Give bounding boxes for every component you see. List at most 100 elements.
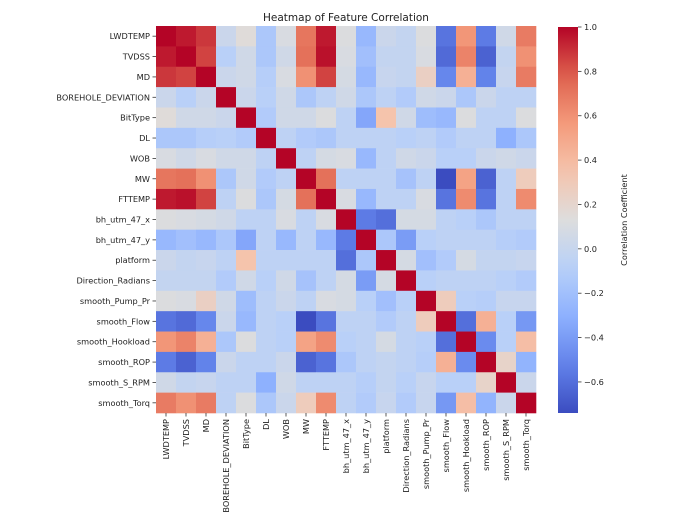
heatmap-cell bbox=[236, 209, 257, 230]
heatmap-cell bbox=[496, 290, 517, 312]
heatmap-cell bbox=[296, 107, 317, 129]
heatmap-cell bbox=[496, 392, 517, 414]
heatmap-cell bbox=[496, 26, 517, 47]
heatmap-cell bbox=[336, 250, 357, 271]
heatmap-cell bbox=[516, 209, 537, 230]
heatmap-cell bbox=[296, 46, 317, 68]
heatmap-cell bbox=[336, 290, 357, 312]
heatmap-cell bbox=[276, 250, 297, 271]
heatmap-cell bbox=[316, 127, 337, 149]
heatmap-cell bbox=[196, 229, 217, 251]
heatmap-cell bbox=[436, 250, 457, 271]
heatmap-cell bbox=[156, 148, 177, 169]
heatmap-cell bbox=[256, 66, 277, 88]
heatmap-cell bbox=[336, 311, 357, 332]
colorbar-tick-label: −0.6 bbox=[584, 377, 604, 387]
heatmap-cell bbox=[236, 148, 257, 169]
heatmap-cell bbox=[476, 188, 497, 210]
heatmap-cell bbox=[416, 66, 437, 88]
heatmap-cell bbox=[416, 331, 437, 353]
x-tick-label: platform bbox=[381, 419, 391, 454]
heatmap-cell bbox=[196, 290, 217, 312]
heatmap-cell bbox=[236, 127, 257, 149]
heatmap-cell bbox=[256, 87, 277, 108]
chart-title: Heatmap of Feature Correlation bbox=[263, 12, 429, 24]
heatmap-cell bbox=[316, 372, 337, 393]
x-tick-label: WOB bbox=[281, 419, 291, 440]
heatmap-cell bbox=[256, 290, 277, 312]
y-tick-label: LWDTEMP bbox=[110, 31, 150, 41]
heatmap-cell bbox=[296, 188, 317, 210]
heatmap-cell bbox=[436, 311, 457, 332]
heatmap-cell bbox=[356, 229, 377, 251]
heatmap-cell bbox=[476, 107, 497, 129]
heatmap-cell bbox=[496, 209, 517, 230]
heatmap-cell bbox=[476, 127, 497, 149]
heatmap-cell bbox=[416, 46, 437, 68]
heatmap-cell bbox=[416, 229, 437, 251]
heatmap-cell bbox=[276, 229, 297, 251]
heatmap-cell bbox=[416, 127, 437, 149]
heatmap-cell bbox=[216, 351, 237, 373]
heatmap-cell bbox=[276, 290, 297, 312]
heatmap-cell bbox=[256, 127, 277, 149]
heatmap-cell bbox=[436, 270, 457, 292]
heatmap-cell bbox=[276, 392, 297, 414]
heatmap-cell bbox=[496, 250, 517, 271]
heatmap-cell bbox=[376, 250, 397, 271]
heatmap-cell bbox=[436, 26, 457, 47]
heatmap-cell bbox=[396, 392, 417, 414]
heatmap-cell bbox=[156, 392, 177, 414]
heatmap-cell bbox=[356, 331, 377, 353]
heatmap-cell bbox=[496, 188, 517, 210]
y-tick-label: smooth_Torq bbox=[98, 398, 150, 408]
heatmap-cell bbox=[436, 46, 457, 68]
colorbar-tick-label: 0.2 bbox=[584, 199, 597, 209]
heatmap-cell bbox=[476, 270, 497, 292]
y-tick-label: smooth_Flow bbox=[97, 316, 151, 326]
heatmap-cell bbox=[176, 311, 197, 332]
heatmap-cell bbox=[376, 26, 397, 47]
x-tick-label: smooth_Torq bbox=[521, 419, 531, 471]
heatmap-cell bbox=[396, 66, 417, 88]
heatmap-cell bbox=[516, 168, 537, 190]
heatmap-cell bbox=[476, 209, 497, 230]
heatmap-cell bbox=[156, 331, 177, 353]
heatmap-cell bbox=[236, 107, 257, 129]
heatmap-cell bbox=[296, 127, 317, 149]
heatmap-cell bbox=[276, 188, 297, 210]
y-tick-label: bh_utm_47_x bbox=[96, 215, 150, 225]
heatmap-cell bbox=[196, 46, 217, 68]
heatmap-cell bbox=[176, 351, 197, 373]
heatmap-cell bbox=[516, 331, 537, 353]
x-tick-label: BitType bbox=[241, 419, 251, 449]
colorbar-tick-label: 0.4 bbox=[584, 155, 597, 165]
heatmap-cell bbox=[296, 229, 317, 251]
heatmap-cell bbox=[336, 331, 357, 353]
heatmap-cell bbox=[276, 331, 297, 353]
heatmap-cell bbox=[516, 392, 537, 414]
heatmap-cell bbox=[396, 188, 417, 210]
heatmap-cell bbox=[236, 46, 257, 68]
heatmap-cell bbox=[216, 46, 237, 68]
heatmap-cell bbox=[416, 148, 437, 169]
heatmap-cell bbox=[236, 66, 257, 88]
heatmap-cell bbox=[496, 311, 517, 332]
heatmap-cell bbox=[436, 290, 457, 312]
heatmap-cell bbox=[276, 66, 297, 88]
y-tick-label: smooth_ROP bbox=[98, 357, 150, 367]
heatmap-cell bbox=[516, 148, 537, 169]
heatmap-cell bbox=[276, 87, 297, 108]
x-tick-label: LWDTEMP bbox=[161, 419, 171, 459]
heatmap-cell bbox=[496, 331, 517, 353]
heatmap-cell bbox=[296, 87, 317, 108]
heatmap-cell bbox=[276, 209, 297, 230]
heatmap-cell bbox=[436, 372, 457, 393]
y-tick-label: smooth_Pump_Pr bbox=[80, 296, 151, 306]
heatmap-cell bbox=[176, 290, 197, 312]
heatmap-cell bbox=[456, 311, 477, 332]
heatmap-cell bbox=[416, 311, 437, 332]
heatmap-cell bbox=[236, 26, 257, 47]
heatmap-cell bbox=[396, 46, 417, 68]
heatmap-cell bbox=[456, 250, 477, 271]
